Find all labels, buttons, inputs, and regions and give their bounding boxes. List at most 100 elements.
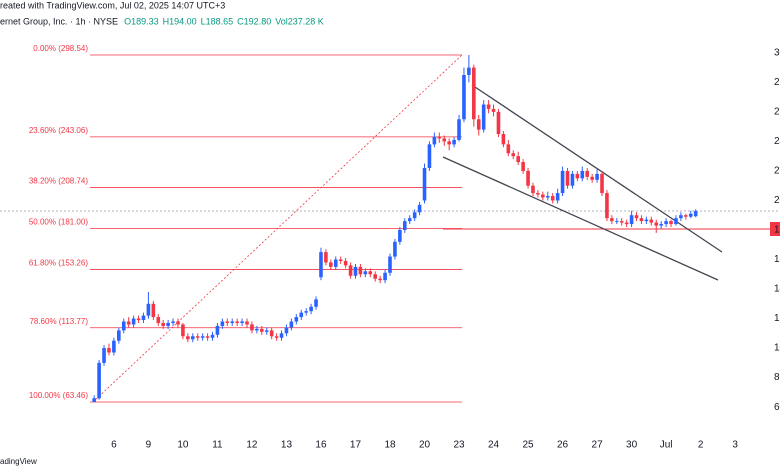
candle-body xyxy=(619,221,624,223)
candle-body xyxy=(363,271,368,275)
candle-body xyxy=(407,218,412,222)
candle-body xyxy=(279,333,284,338)
candle-body xyxy=(176,321,180,325)
x-tick-label: 2 xyxy=(698,440,704,451)
candle-body xyxy=(615,221,619,222)
candle-body xyxy=(171,321,175,323)
candle-body xyxy=(112,340,116,353)
candle-body xyxy=(304,311,308,313)
candle-body xyxy=(107,348,111,353)
candle-body xyxy=(541,194,545,198)
x-tick-label: 27 xyxy=(592,440,604,451)
fib-label: 61.80% (153.26) xyxy=(29,259,88,268)
candle-body xyxy=(97,362,101,399)
candle-body xyxy=(368,271,373,275)
candle-body xyxy=(521,162,525,171)
trend-line xyxy=(471,84,723,253)
candle-body xyxy=(225,321,230,323)
fib-label: 50.00% (181.00) xyxy=(29,218,88,227)
x-tick-label: 26 xyxy=(557,440,569,451)
candle-body xyxy=(92,398,96,402)
x-tick-label: 12 xyxy=(246,440,258,451)
x-tick-label: 9 xyxy=(146,440,152,451)
x-tick-label: 18 xyxy=(384,440,396,451)
candle-body xyxy=(437,136,442,139)
candle-body xyxy=(447,141,451,145)
candle-body xyxy=(605,193,609,219)
legend-value: C192.80 xyxy=(237,16,271,26)
candle-body xyxy=(398,229,402,242)
y-tick-label: 100 xyxy=(774,343,780,354)
candle-body xyxy=(674,218,678,225)
y-tick-label: 180 xyxy=(774,225,780,236)
candle-body xyxy=(383,272,387,281)
candle-body xyxy=(531,185,535,194)
fib-label: 78.60% (113.77) xyxy=(29,317,88,326)
fib-label: 0.00% (298.54) xyxy=(33,44,88,53)
candle-body xyxy=(634,215,639,219)
candle-body xyxy=(432,136,437,145)
candle-body xyxy=(309,306,313,312)
candle-body xyxy=(649,219,654,223)
candle-body xyxy=(264,330,269,332)
candle-body xyxy=(220,321,225,326)
candle-body xyxy=(575,173,580,179)
y-tick-label: 280 xyxy=(774,77,780,88)
candle-body xyxy=(417,204,422,213)
candle-body xyxy=(299,312,304,318)
x-tick-label: 20 xyxy=(419,440,431,451)
fib-label: 100.00% (63.46) xyxy=(29,391,88,400)
candle-body xyxy=(284,327,289,334)
x-tick-label: Jul xyxy=(660,440,673,451)
logo: adingView xyxy=(0,457,37,466)
candle-body xyxy=(324,252,328,263)
candle-body xyxy=(422,167,427,201)
fib-label: 38.20% (208.74) xyxy=(29,177,88,186)
candle-body xyxy=(353,266,358,276)
candle-body xyxy=(412,212,417,219)
legend-value: Vol237.28 K xyxy=(275,16,324,26)
y-tick-label: 120 xyxy=(774,313,780,324)
candle-body xyxy=(664,221,668,225)
x-tick-label: 16 xyxy=(315,440,327,451)
candle-body xyxy=(255,328,259,331)
candle-body xyxy=(269,330,274,337)
candle-body xyxy=(516,156,520,163)
candle-body xyxy=(200,336,205,338)
y-tick-label: 240 xyxy=(774,136,780,147)
y-tick-label: 160 xyxy=(774,254,780,265)
candle-body xyxy=(289,321,294,328)
candle-body xyxy=(565,170,570,186)
candle-body xyxy=(659,224,663,226)
candle-body xyxy=(580,170,585,179)
y-tick-label: 260 xyxy=(774,107,780,118)
candle-body xyxy=(333,259,338,267)
candle-body xyxy=(481,104,486,130)
candle-body xyxy=(545,196,550,198)
fib-label: 23.60% (243.06) xyxy=(29,126,88,135)
legend-value: L188.65 xyxy=(201,16,234,26)
candle-body xyxy=(402,221,407,230)
y-tick-label: 220 xyxy=(774,166,780,177)
x-tick-label: 3 xyxy=(732,440,738,451)
candle-body xyxy=(491,108,496,112)
candle-body xyxy=(102,348,106,363)
candle-body xyxy=(294,317,299,322)
candle-body xyxy=(467,67,471,75)
candle-body xyxy=(427,144,432,168)
candle-body xyxy=(442,138,447,142)
candle-body xyxy=(688,213,693,217)
candle-body xyxy=(536,193,540,195)
candle-body xyxy=(679,215,683,219)
x-tick-label: 23 xyxy=(453,440,465,451)
candle-body xyxy=(506,144,511,154)
candle-body xyxy=(181,324,185,337)
x-tick-label: 25 xyxy=(522,440,534,451)
y-tick-label: 140 xyxy=(774,284,780,295)
candle-body xyxy=(141,315,146,321)
candle-body xyxy=(240,321,244,323)
y-tick-label: 80 xyxy=(774,372,780,383)
candle-body xyxy=(230,321,235,323)
candle-body xyxy=(151,303,156,318)
candle-body xyxy=(693,211,698,217)
